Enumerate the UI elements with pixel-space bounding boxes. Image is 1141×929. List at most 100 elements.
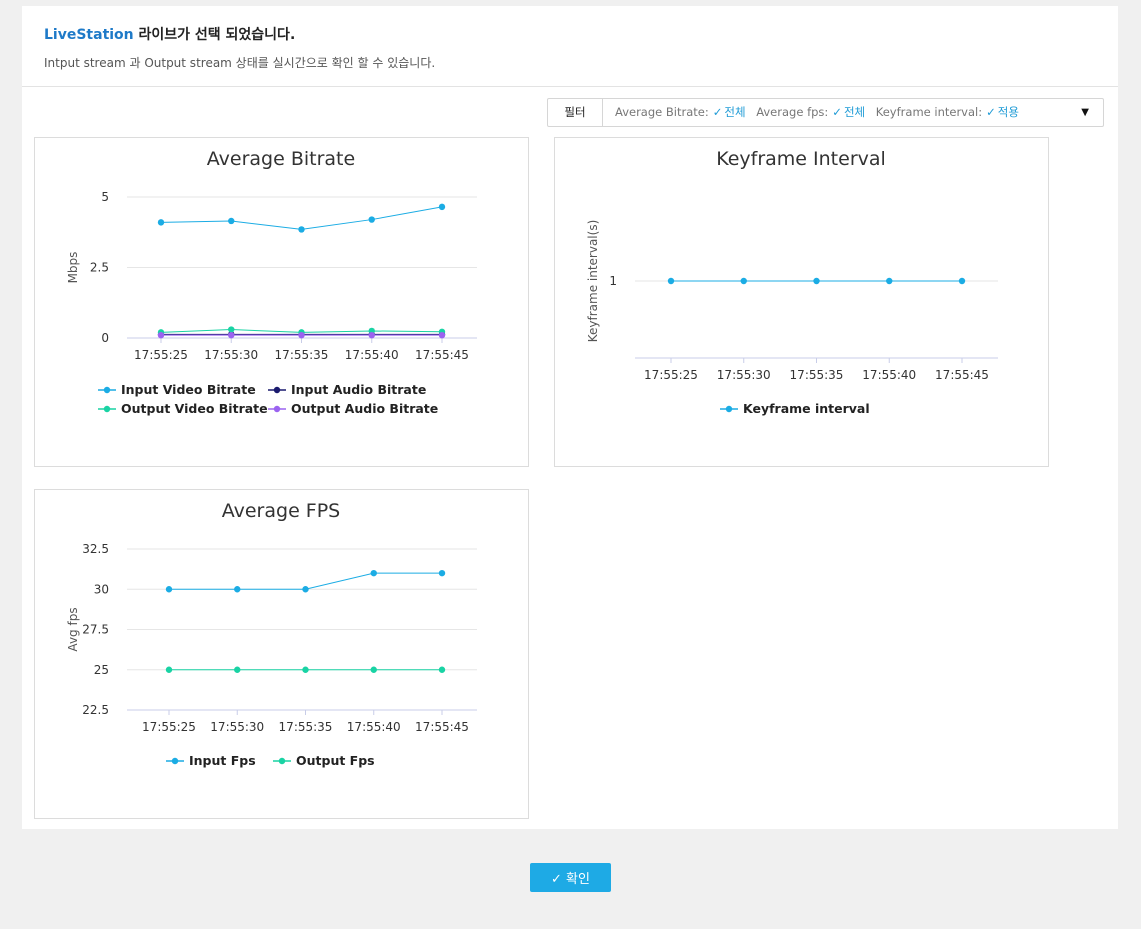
data-point xyxy=(438,569,446,577)
data-point xyxy=(302,666,309,673)
filter-label: 필터 xyxy=(548,99,603,126)
filter-item-keyframe[interactable]: Keyframe interval: ✓ 적용 xyxy=(876,105,1019,119)
chart-title: Average Bitrate xyxy=(207,148,355,170)
title-text: 라이브가 선택 되었습니다. xyxy=(133,27,296,43)
legend-marker-dot xyxy=(103,386,111,394)
filter-bar[interactable]: 필터 Average Bitrate: ✓ 전체 Average fps: ✓ 전체 K… xyxy=(547,98,1104,127)
legend-item: Input Fps xyxy=(189,753,256,768)
legend-marker-dot xyxy=(103,405,111,413)
data-point xyxy=(298,226,305,233)
page-title: LiveStation 라이브가 선택 되었습니다. xyxy=(44,24,295,44)
legend-marker-dot xyxy=(273,405,281,413)
x-tick-label: 17:55:35 xyxy=(279,720,333,734)
data-point xyxy=(234,666,241,673)
x-tick-label: 17:55:30 xyxy=(717,368,771,382)
x-tick-label: 17:55:45 xyxy=(415,348,469,362)
legend-marker-dot xyxy=(171,757,179,765)
filter-item-fps[interactable]: Average fps: ✓ 전체 xyxy=(756,105,865,119)
confirm-label: 확인 xyxy=(566,872,590,887)
data-point xyxy=(157,219,165,226)
series-line xyxy=(160,206,443,230)
chart-card-average-bitrate: Average Bitrate Mbps 0 2.5 5 17:55:25 17:55:30… xyxy=(34,137,529,467)
y-tick-label: 1 xyxy=(609,274,617,288)
y-tick-label: 27.5 xyxy=(82,623,109,637)
confirm-button[interactable]: ✓ 확인 xyxy=(530,863,611,892)
data-point xyxy=(438,666,446,673)
legend-item: Output Audio Bitrate xyxy=(291,401,438,416)
page-subtitle: Intput stream 과 Output stream 상태를 실시간으로 … xyxy=(44,56,436,70)
check-icon: ✓ xyxy=(551,872,567,887)
header-divider xyxy=(22,86,1118,87)
data-point xyxy=(886,277,893,285)
filter-item-value: 전체 xyxy=(843,105,866,119)
keyframe-interval-chart: Keyframe Interval Keyframe interval(s) 1 17… xyxy=(586,148,998,416)
check-icon: ✓ xyxy=(986,105,996,119)
x-tick-label: 17:55:45 xyxy=(415,720,469,734)
data-point xyxy=(298,331,305,339)
legend-item: Input Audio Bitrate xyxy=(291,382,426,397)
check-icon: ✓ xyxy=(832,105,842,119)
legend-item: Output Video Bitrate xyxy=(121,401,268,416)
legend-item: Input Video Bitrate xyxy=(121,382,256,397)
x-tick-label: 17:55:30 xyxy=(204,348,258,362)
data-point xyxy=(370,569,377,577)
caret-down-icon[interactable]: ▼ xyxy=(1081,107,1089,118)
x-tick-label: 17:55:25 xyxy=(142,720,196,734)
legend-item: Keyframe interval xyxy=(743,401,870,416)
data-point xyxy=(368,331,375,339)
data-point xyxy=(667,277,675,285)
y-tick-label: 22.5 xyxy=(82,703,109,717)
data-point xyxy=(302,586,309,593)
x-tick-label: 17:55:40 xyxy=(347,720,401,734)
data-point xyxy=(157,331,165,339)
y-tick-label: 32.5 xyxy=(82,542,109,556)
data-point xyxy=(165,666,173,673)
y-tick-label: 0 xyxy=(101,331,109,345)
average-bitrate-chart: Average Bitrate Mbps 0 2.5 5 17:55:25 17:55:30… xyxy=(66,148,477,416)
data-point xyxy=(813,277,820,285)
filter-item-bitrate[interactable]: Average Bitrate: ✓ 전체 xyxy=(615,105,746,119)
x-tick-label: 17:55:45 xyxy=(935,368,989,382)
average-fps-chart: Average FPS Avg fps 22.5 25 27.5 30 32.5 17:55:… xyxy=(66,500,477,768)
chart-title: Keyframe Interval xyxy=(716,148,886,170)
x-tick-label: 17:55:25 xyxy=(134,348,188,362)
data-point xyxy=(438,203,446,211)
y-axis-label: Avg fps xyxy=(66,607,80,651)
x-tick-label: 17:55:35 xyxy=(790,368,844,382)
data-point xyxy=(234,586,241,593)
data-point xyxy=(228,331,235,339)
filter-item-name: Average fps: xyxy=(756,105,829,119)
x-tick-label: 17:55:30 xyxy=(210,720,264,734)
x-tick-label: 17:55:40 xyxy=(345,348,399,362)
x-tick-label: 17:55:40 xyxy=(862,368,916,382)
check-icon: ✓ xyxy=(712,105,723,119)
chart-card-keyframe-interval: Keyframe Interval Keyframe interval(s) 1 17… xyxy=(554,137,1049,467)
data-point xyxy=(370,666,377,673)
brand-name: LiveStation xyxy=(44,27,134,43)
chart-card-average-fps: Average FPS Avg fps 22.5 25 27.5 30 32.5 17:55:… xyxy=(34,489,529,819)
legend-item: Output Fps xyxy=(296,753,375,768)
data-point xyxy=(165,586,173,593)
data-point xyxy=(958,277,966,285)
data-point xyxy=(740,277,747,285)
y-tick-label: 2.5 xyxy=(90,261,109,275)
filter-item-name: Average Bitrate: xyxy=(615,105,709,119)
legend-marker-dot xyxy=(273,386,281,394)
y-tick-label: 25 xyxy=(94,663,109,677)
filter-item-name: Keyframe interval: xyxy=(875,105,983,119)
filter-item-value: 전체 xyxy=(724,105,746,119)
filter-items: Average Bitrate: ✓ 전체 Average fps: ✓ 전체 Keyf… xyxy=(615,99,1026,126)
filter-item-value: 적용 xyxy=(997,105,1019,119)
data-point xyxy=(228,217,235,225)
y-axis-label: Keyframe interval(s) xyxy=(586,220,600,343)
legend-marker-dot xyxy=(278,757,286,765)
y-tick-label: 30 xyxy=(94,582,109,596)
y-tick-label: 5 xyxy=(101,190,109,204)
data-point xyxy=(228,326,235,333)
x-tick-label: 17:55:35 xyxy=(275,348,329,362)
y-axis-label: Mbps xyxy=(66,252,80,284)
x-tick-label: 17:55:25 xyxy=(644,368,698,382)
data-point xyxy=(368,216,375,223)
data-point xyxy=(438,331,446,339)
legend-marker-dot xyxy=(725,405,733,413)
